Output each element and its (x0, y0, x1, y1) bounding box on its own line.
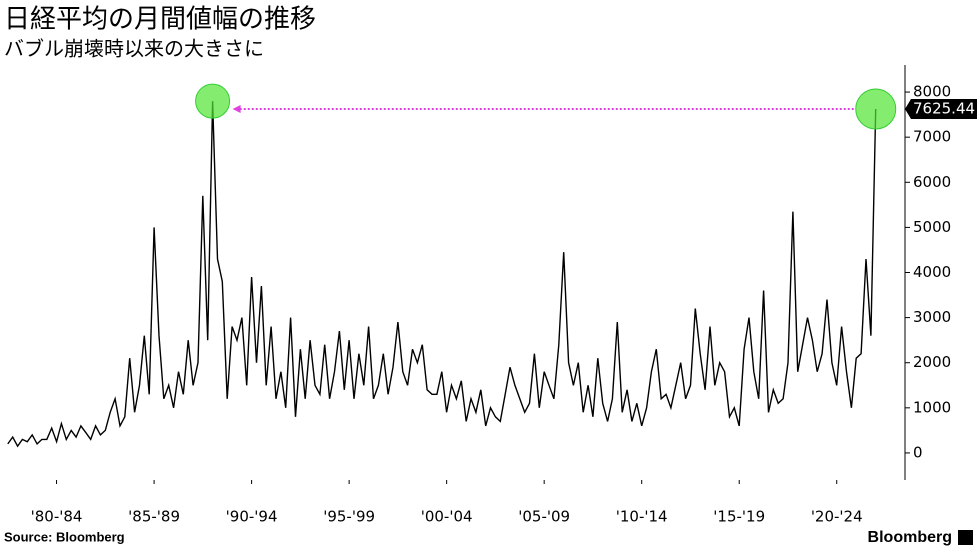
x-tick-label: '95-'99 (323, 508, 375, 526)
highlight-circle (195, 83, 231, 119)
x-tick-label: '90-'94 (226, 508, 278, 526)
y-tick-label: 5000 (913, 218, 951, 236)
x-tick-label: '15-'19 (713, 508, 765, 526)
arrow-head (232, 104, 241, 113)
highlight-circle (855, 88, 897, 130)
value-label: 7625.44 (913, 99, 975, 117)
x-tick-label: '05-'09 (518, 508, 570, 526)
chart-subtitle: バブル崩壊時以来の大きさに (4, 37, 264, 61)
x-tick-label: '85-'89 (128, 508, 180, 526)
y-tick-label: 0 (913, 443, 923, 461)
brand-icon (958, 530, 973, 545)
x-tick-label: '00-'04 (421, 508, 473, 526)
x-tick-label: '80-'84 (31, 508, 83, 526)
y-tick-label: 1000 (913, 398, 951, 416)
line-series (7, 101, 877, 448)
y-tick-label: 3000 (913, 308, 951, 326)
value-label-box (905, 98, 977, 119)
source: Source: Bloomberg (4, 529, 125, 544)
y-tick-label: 8000 (913, 83, 951, 101)
x-tick-label: '10-'14 (616, 508, 668, 526)
y-tick-label: 6000 (913, 173, 951, 191)
x-tick-label: '20-'24 (811, 508, 863, 526)
y-tick-label: 4000 (913, 263, 951, 281)
brand: Bloomberg (868, 529, 952, 546)
y-tick-label: 2000 (913, 353, 951, 371)
chart-title: 日経平均の月間値幅の推移 (4, 5, 316, 35)
y-tick-label: 7000 (913, 128, 951, 146)
